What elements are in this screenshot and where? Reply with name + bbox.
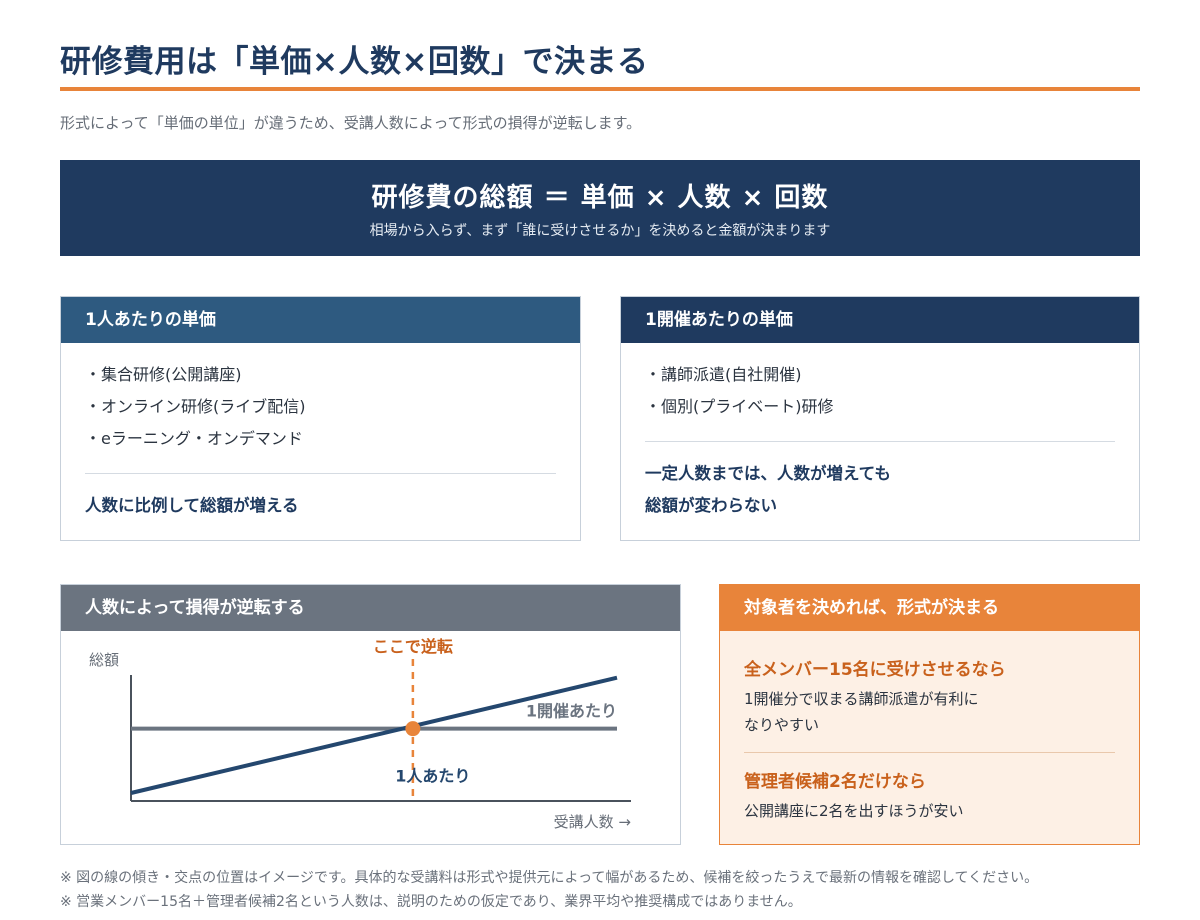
chart-card: 人数によって損得が逆転する 総額 受講人数 → ここで逆転 1開催あたり 1人あ… [60,584,681,845]
case2-text: 公開講座に2名を出すほうが安い [744,802,964,820]
footnote: ※ 営業メンバー15名＋管理者候補2名という人数は、説明のための仮定であり、業界… [60,894,802,910]
per-person-item: ・eラーニング・オンデマンド [85,429,303,448]
card-divider [85,473,556,474]
per-session-card: 1開催あたりの単価 ・講師派遣(自社開催) ・個別(プライベート)研修 一定人数… [620,296,1140,541]
case1-text: 1開催分で収まる講師派遣が有利に なりやすい [744,686,1115,738]
per-session-note-line: 一定人数までは、人数が増えても [645,464,891,483]
page-subtitle: 形式によって「単価の単位」が違うため、受講人数によって形式の損得が逆転します。 [60,114,642,132]
case2-title: 管理者候補2名だけなら [744,772,926,792]
per-session-item: ・講師派遣(自社開催) [645,365,802,384]
per-session-header: 1開催あたりの単価 [621,297,1139,343]
formula-main: 研修費の総額 ＝ 単価 × 人数 × 回数 [371,183,829,213]
title-underline [60,87,1140,91]
formula-sub: 相場から入らず、まず「誰に受けさせるか」を決めると金額が決まります [369,223,831,239]
crossover-label: ここで逆転 [373,637,453,656]
per-person-header: 1人あたりの単価 [61,297,580,343]
per-person-note: 人数に比例して総額が増える [85,496,299,515]
formula-banner: 研修費の総額 ＝ 単価 × 人数 × 回数 相場から入らず、まず「誰に受けさせる… [60,160,1140,256]
crossover-chart: 総額 受講人数 → ここで逆転 1開催あたり 1人あたり [89,637,631,831]
advice-divider [744,752,1115,753]
per-person-card: 1人あたりの単価 ・集合研修(公開講座) ・オンライン研修(ライブ配信) ・eラ… [60,296,581,541]
per-person-item: ・オンライン研修(ライブ配信) [85,397,306,416]
y-axis-label: 総額 [89,651,119,669]
x-axis-label: 受講人数 → [554,813,631,831]
chart-header: 人数によって損得が逆転する [61,585,680,631]
per-person-item: ・集合研修(公開講座) [85,365,242,384]
crossover-point [405,721,421,737]
case1-line: 1開催分で収まる講師派遣が有利に [744,690,979,708]
per-person-line [130,675,618,795]
per-session-item: ・個別(プライベート)研修 [645,397,834,416]
per-person-series-label: 1人あたり [395,767,470,786]
card-divider [645,441,1115,442]
per-session-note-line: 総額が変わらない [645,496,777,515]
case1-title: 全メンバー15名に受けさせるなら [744,660,1006,680]
case1-line: なりやすい [744,716,820,734]
footnotes: ※ 図の線の傾き・交点の位置はイメージです。具体的な受講料は形式や提供元によって… [60,866,1038,914]
per-session-series-label: 1開催あたり [526,702,617,721]
advice-card: 対象者を決めれば、形式が決まる 全メンバー15名に受けさせるなら 1開催分で収ま… [719,584,1140,845]
page-title: 研修費用は「単価×人数×回数」で決まる [60,44,649,80]
advice-header: 対象者を決めれば、形式が決まる [720,585,1139,631]
footnote: ※ 図の線の傾き・交点の位置はイメージです。具体的な受講料は形式や提供元によって… [60,870,1039,886]
